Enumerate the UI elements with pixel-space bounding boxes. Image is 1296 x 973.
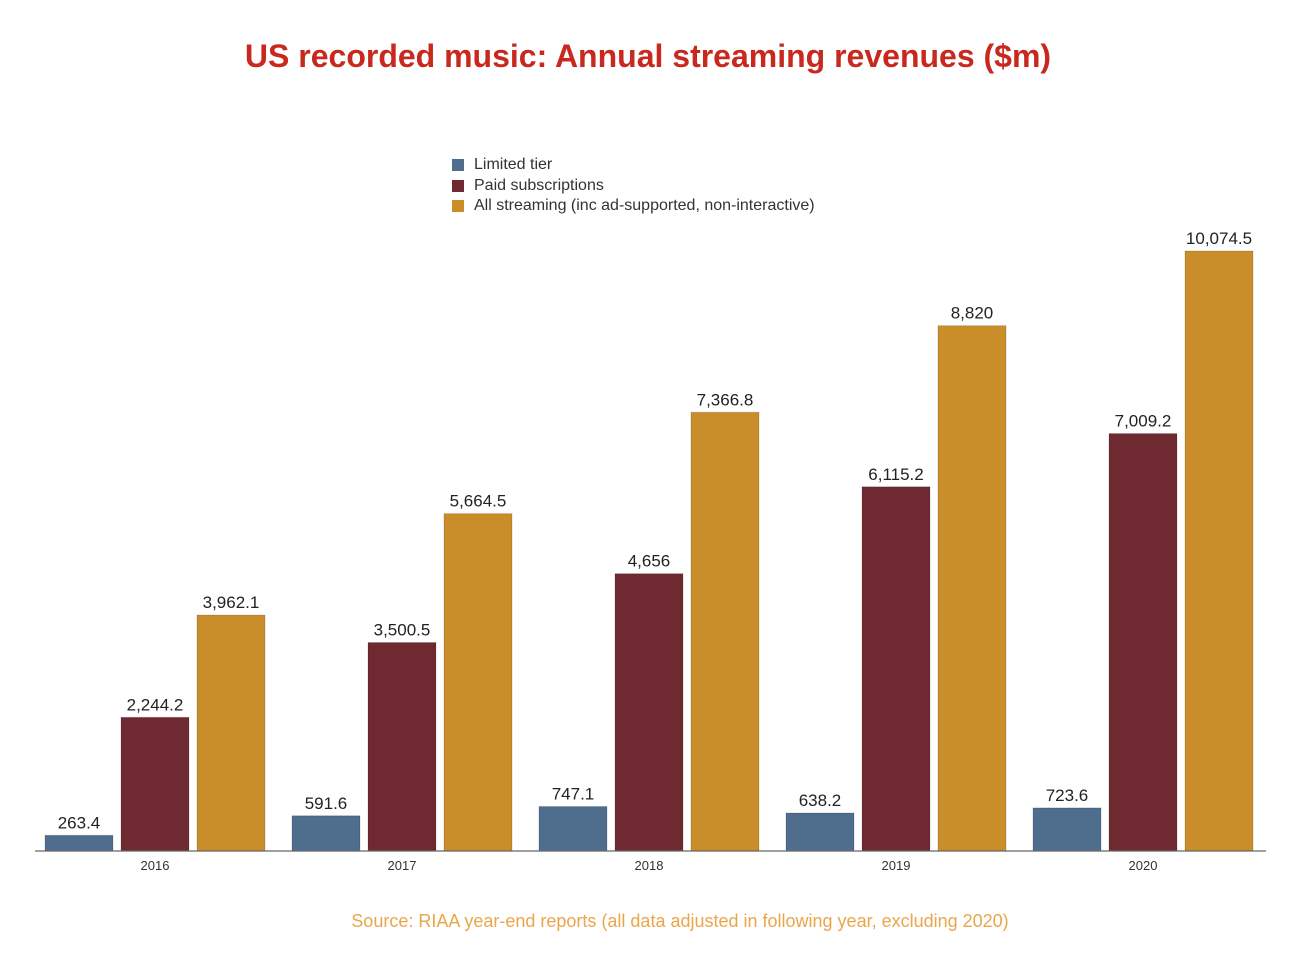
bar [1032,807,1102,852]
legend: Limited tier Paid subscriptions All stre… [452,155,815,217]
x-tick-label: 2017 [388,858,417,873]
data-label: 4,656 [628,552,671,571]
bar [785,812,855,852]
legend-label: All streaming (inc ad-supported, non-int… [474,197,815,215]
legend-item-all-streaming: All streaming (inc ad-supported, non-int… [452,196,815,217]
data-label: 638.2 [799,791,842,810]
data-label: 8,820 [951,304,994,323]
legend-item-limited-tier: Limited tier [452,155,815,176]
bar [861,486,931,852]
legend-swatch [452,200,464,213]
legend-item-paid-subscriptions: Paid subscriptions [452,176,815,197]
data-label: 6,115.2 [868,465,923,484]
data-label: 747.1 [552,785,595,804]
bar [443,513,513,852]
chart-title: US recorded music: Annual streaming reve… [244,38,1052,74]
bar [120,716,190,852]
x-tick-label: 2016 [141,858,170,873]
x-tick-label: 2018 [635,858,664,873]
bar [1108,433,1178,852]
source-note: Source: RIAA year-end reports (all data … [351,911,1009,931]
data-label: 10,074.5 [1186,229,1252,248]
bar [1184,250,1254,852]
bar [196,614,266,852]
bar [937,325,1007,852]
bar [291,815,361,852]
bar [614,573,684,852]
bar [44,834,114,852]
data-label: 263.4 [58,813,101,832]
legend-label: Limited tier [474,156,553,174]
data-label: 591.6 [305,794,348,813]
data-label: 5,664.5 [450,492,507,511]
legend-swatch [452,159,464,172]
bar [367,642,437,852]
bar [538,806,608,852]
data-label: 3,962.1 [203,593,260,612]
bar [690,411,760,852]
data-label: 7,366.8 [697,390,754,409]
data-label: 3,500.5 [374,621,431,640]
data-label: 723.6 [1046,786,1089,805]
x-tick-label: 2020 [1129,858,1158,873]
legend-swatch [452,179,464,192]
data-label: 2,244.2 [127,695,184,714]
legend-label: Paid subscriptions [474,176,604,194]
data-label: 7,009.2 [1115,412,1172,431]
x-tick-label: 2019 [882,858,911,873]
